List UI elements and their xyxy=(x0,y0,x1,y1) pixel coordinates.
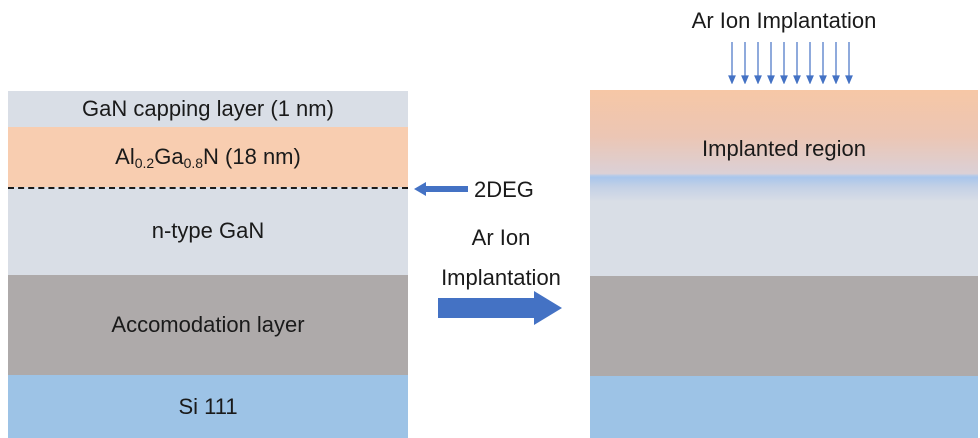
implanted-accommodation-layer xyxy=(590,276,978,376)
implanted-region: Implanted region xyxy=(590,90,978,276)
silicon-label: Si 111 xyxy=(178,393,238,419)
algan-layer: Al0.2Ga0.8N (18 nm) xyxy=(8,127,408,187)
process-label-line1: Ar Ion xyxy=(471,225,531,250)
algan-label: Al0.2Ga0.8N (18 nm) xyxy=(115,143,301,171)
implanted-region-label: Implanted region xyxy=(702,136,866,161)
2deg-label: 2DEG xyxy=(474,177,534,202)
implantation-title: Ar Ion Implantation xyxy=(691,8,877,33)
process-label-line2: Implantation xyxy=(441,265,561,290)
accommodation-layer: Accomodation layer xyxy=(8,275,408,375)
n-type-gan-layer: n-type GaN xyxy=(8,187,408,275)
silicon-substrate: Si 111 xyxy=(8,375,408,438)
2deg-dashed-line xyxy=(8,187,408,189)
gan-capping-label: GaN capping layer (1 nm) xyxy=(82,96,334,121)
ion-beam-arrows-icon xyxy=(728,42,853,84)
2deg-arrow-icon xyxy=(414,182,468,196)
accommodation-label: Accomodation layer xyxy=(111,312,305,337)
process-arrow-icon xyxy=(438,291,562,325)
implanted-silicon-substrate xyxy=(590,376,978,438)
n-type-gan-label: n-type GaN xyxy=(151,218,265,243)
gan-capping-layer: GaN capping layer (1 nm) xyxy=(8,91,408,127)
